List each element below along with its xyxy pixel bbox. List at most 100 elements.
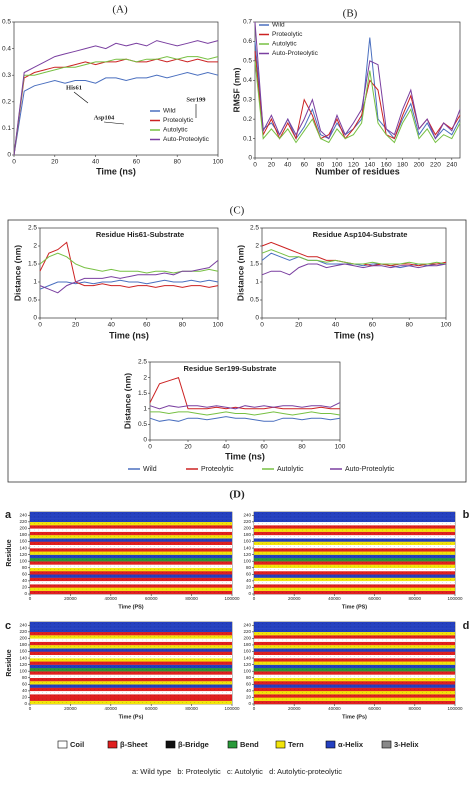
x-axis-label: Time (ns)	[225, 451, 265, 461]
y-axis-label: Distance (nm)	[12, 245, 22, 301]
y-tick-label: 1	[143, 406, 147, 413]
y-tick-label: 120	[243, 552, 251, 557]
x-tick-label: 40000	[105, 596, 118, 601]
legend-label: Auto-Proteolytic	[272, 50, 319, 57]
y-tick-label: 80	[22, 675, 28, 680]
legend-label: Wild	[272, 22, 285, 29]
y-tick-label: 120	[243, 662, 251, 667]
legend-label: Proteolytic	[163, 117, 194, 124]
x-axis-label: Time (Ps)	[119, 714, 144, 720]
y-tick-label: 0	[143, 437, 147, 444]
x-axis-label: Time (ns)	[96, 166, 136, 176]
plot-frame	[254, 21, 461, 159]
x-tick-label: 60000	[368, 596, 381, 601]
chart-title: Residue Ser199-Substrate	[184, 364, 277, 373]
x-tick-label: 60	[369, 322, 377, 329]
y-tick-label: 180	[19, 642, 27, 647]
plot-frame	[149, 361, 341, 441]
y-tick-label: 0	[33, 315, 37, 322]
x-tick-label: 220	[430, 162, 441, 169]
x-tick-label: 80	[179, 322, 187, 329]
y-tick-label: 1	[255, 279, 259, 286]
annotation: His61	[66, 84, 82, 91]
y-tick-label: 20	[22, 585, 28, 590]
legend-label: Autolytic	[277, 466, 304, 473]
x-tick-label: 80	[174, 159, 182, 166]
legend-label: Wild	[163, 108, 176, 115]
y-tick-label: 220	[243, 629, 251, 634]
chart-title: (A)	[112, 4, 128, 16]
x-tick-label: 80	[298, 444, 306, 451]
x-tick-label: 0	[29, 706, 32, 711]
series-line	[149, 402, 341, 410]
y-tick-label: 220	[19, 519, 27, 524]
y-tick-label: 60	[246, 572, 252, 577]
legend-swatch	[107, 740, 118, 749]
y-tick-label: 80	[22, 565, 28, 570]
y-tick-label: 140	[19, 545, 27, 550]
x-tick-label: 200	[414, 162, 425, 169]
x-tick-label: 40	[284, 162, 292, 169]
x-tick-label: 0	[12, 159, 16, 166]
annotation-arrow	[73, 91, 89, 104]
y-axis-label: Residue	[6, 539, 13, 566]
y-tick-label: 1.5	[28, 261, 37, 268]
x-tick-label: 100000	[224, 596, 240, 601]
x-tick-label: 20000	[288, 596, 301, 601]
legend-label: Autolytic	[163, 127, 188, 134]
x-tick-label: 80000	[185, 596, 198, 601]
y-tick-label: 160	[19, 649, 27, 654]
y-tick-label: 2	[33, 243, 37, 250]
y-tick-label: 0.4	[2, 45, 11, 52]
x-tick-label: 60	[143, 322, 151, 329]
y-tick-label: 0.5	[138, 421, 147, 428]
series-line	[150, 411, 341, 416]
x-axis-label: Time (ns)	[109, 330, 149, 340]
x-tick-label: 120	[348, 162, 359, 169]
x-axis-label: Time (PS)	[342, 604, 367, 610]
x-tick-label: 60	[133, 159, 141, 166]
y-tick-label: 1.5	[250, 261, 259, 268]
legend-swatch	[381, 740, 392, 749]
legend-swatch	[165, 740, 176, 749]
x-tick-label: 40	[222, 444, 230, 451]
legend-label: Auto-Proteolytic	[163, 136, 210, 143]
caption: a: Wild type b: Proteolytic c: Autolytic…	[132, 767, 342, 776]
y-tick-label: 2	[143, 374, 147, 381]
legend-label: Tern	[288, 740, 304, 749]
y-tick-label: 0.2	[243, 116, 252, 123]
legend-label: Coil	[70, 740, 84, 749]
y-tick-label: 0.1	[2, 125, 11, 132]
x-tick-label: 40000	[105, 706, 118, 711]
y-tick-label: 200	[243, 636, 251, 641]
y-axis-label: Distance (nm)	[122, 373, 132, 429]
panel-c-frame	[7, 219, 467, 483]
y-tick-label: 80	[246, 675, 252, 680]
y-tick-label: 140	[19, 655, 27, 660]
x-tick-label: 60000	[145, 706, 158, 711]
x-tick-label: 20	[184, 444, 192, 451]
x-tick-label: 20000	[64, 706, 77, 711]
y-tick-label: 20	[246, 695, 252, 700]
series-line	[254, 21, 461, 140]
legend-swatch	[275, 740, 286, 749]
y-axis-label: Distance (nm)	[235, 245, 245, 301]
y-tick-label: 240	[243, 512, 251, 517]
x-tick-label: 100000	[224, 706, 240, 711]
y-tick-label: 0	[7, 152, 11, 159]
x-tick-label: 100	[332, 162, 343, 169]
y-tick-label: 100	[243, 668, 251, 673]
legend-label: Wild	[143, 466, 157, 473]
x-tick-label: 0	[260, 322, 264, 329]
x-tick-label: 60	[260, 444, 268, 451]
y-tick-label: 220	[19, 629, 27, 634]
series-line	[261, 263, 447, 276]
y-tick-label: 0.2	[2, 99, 11, 106]
series-line	[39, 260, 219, 294]
y-tick-label: 0	[24, 591, 27, 596]
legend-label: α-Helix	[338, 740, 364, 749]
x-tick-label: 80000	[409, 706, 422, 711]
x-tick-label: 180	[397, 162, 408, 169]
y-tick-label: 0.6	[243, 38, 252, 45]
